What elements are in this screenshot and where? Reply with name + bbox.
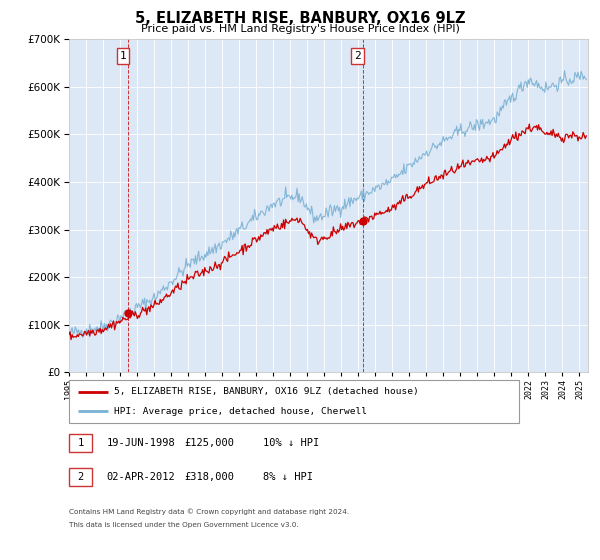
Text: 19-JUN-1998: 19-JUN-1998	[107, 438, 176, 448]
Text: 2: 2	[354, 51, 361, 61]
Text: HPI: Average price, detached house, Cherwell: HPI: Average price, detached house, Cher…	[114, 407, 367, 416]
Text: £318,000: £318,000	[185, 472, 235, 482]
Text: Contains HM Land Registry data © Crown copyright and database right 2024.: Contains HM Land Registry data © Crown c…	[69, 508, 349, 515]
Text: Price paid vs. HM Land Registry's House Price Index (HPI): Price paid vs. HM Land Registry's House …	[140, 24, 460, 34]
Text: 5, ELIZABETH RISE, BANBURY, OX16 9LZ (detached house): 5, ELIZABETH RISE, BANBURY, OX16 9LZ (de…	[114, 387, 419, 396]
Text: 1: 1	[77, 438, 83, 448]
Text: 02-APR-2012: 02-APR-2012	[107, 472, 176, 482]
Text: 8% ↓ HPI: 8% ↓ HPI	[263, 472, 313, 482]
Text: 5, ELIZABETH RISE, BANBURY, OX16 9LZ: 5, ELIZABETH RISE, BANBURY, OX16 9LZ	[135, 11, 465, 26]
Text: £125,000: £125,000	[185, 438, 235, 448]
Text: This data is licensed under the Open Government Licence v3.0.: This data is licensed under the Open Gov…	[69, 522, 299, 528]
Text: 1: 1	[119, 51, 127, 61]
Text: 10% ↓ HPI: 10% ↓ HPI	[263, 438, 319, 448]
Text: 2: 2	[77, 472, 83, 482]
